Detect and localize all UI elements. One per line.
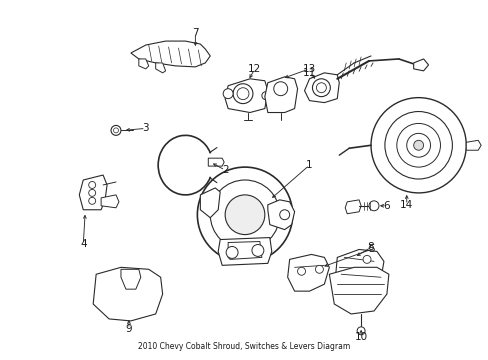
Polygon shape xyxy=(328,267,388,314)
Text: 5: 5 xyxy=(367,244,373,255)
Circle shape xyxy=(315,265,323,273)
Polygon shape xyxy=(466,140,480,150)
Polygon shape xyxy=(264,77,297,113)
Polygon shape xyxy=(208,158,224,166)
Text: 1: 1 xyxy=(305,160,312,170)
Circle shape xyxy=(370,98,466,193)
Polygon shape xyxy=(79,175,107,210)
Polygon shape xyxy=(155,63,165,73)
Polygon shape xyxy=(413,59,427,71)
Circle shape xyxy=(356,327,365,335)
Circle shape xyxy=(233,84,252,104)
Circle shape xyxy=(273,82,287,96)
Circle shape xyxy=(197,167,292,262)
Text: 10: 10 xyxy=(354,332,367,342)
Circle shape xyxy=(88,181,96,188)
Circle shape xyxy=(384,112,451,179)
Text: 14: 14 xyxy=(399,200,412,210)
Polygon shape xyxy=(139,59,148,69)
Circle shape xyxy=(279,210,289,220)
Polygon shape xyxy=(101,195,119,208)
Text: 9: 9 xyxy=(125,324,132,334)
Text: 12: 12 xyxy=(248,64,261,74)
Circle shape xyxy=(396,123,440,167)
Polygon shape xyxy=(304,73,339,103)
Circle shape xyxy=(251,244,264,256)
Polygon shape xyxy=(335,249,383,294)
Polygon shape xyxy=(218,238,271,265)
Text: 2010 Chevy Cobalt Shroud, Switches & Levers Diagram: 2010 Chevy Cobalt Shroud, Switches & Lev… xyxy=(138,342,350,351)
Text: 2: 2 xyxy=(222,165,228,175)
Circle shape xyxy=(223,89,233,99)
Text: 4: 4 xyxy=(80,239,86,249)
Circle shape xyxy=(406,133,429,157)
Text: 7: 7 xyxy=(192,28,198,38)
Text: 11: 11 xyxy=(302,68,315,78)
Polygon shape xyxy=(200,188,220,218)
Circle shape xyxy=(413,140,423,150)
Polygon shape xyxy=(287,255,328,291)
Circle shape xyxy=(316,83,325,93)
Circle shape xyxy=(113,128,118,133)
Circle shape xyxy=(262,92,269,100)
Text: 13: 13 xyxy=(302,64,315,74)
Circle shape xyxy=(88,189,96,196)
Polygon shape xyxy=(121,269,141,289)
Polygon shape xyxy=(93,267,163,321)
Circle shape xyxy=(88,197,96,204)
Text: 6: 6 xyxy=(383,201,389,211)
Polygon shape xyxy=(131,41,210,67)
Circle shape xyxy=(224,195,264,235)
Circle shape xyxy=(225,247,238,258)
Polygon shape xyxy=(224,79,267,113)
Circle shape xyxy=(111,125,121,135)
Circle shape xyxy=(297,267,305,275)
Circle shape xyxy=(312,79,330,96)
Circle shape xyxy=(368,201,378,211)
Polygon shape xyxy=(228,242,262,260)
Circle shape xyxy=(237,88,248,100)
Circle shape xyxy=(210,180,279,249)
Polygon shape xyxy=(345,200,360,214)
Text: 8: 8 xyxy=(367,243,373,252)
Text: 3: 3 xyxy=(142,123,149,134)
Circle shape xyxy=(362,255,370,264)
Polygon shape xyxy=(267,200,294,230)
